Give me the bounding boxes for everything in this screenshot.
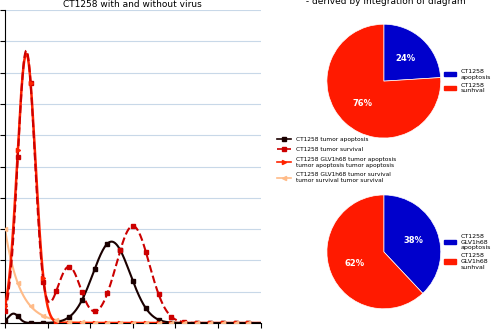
Legend: CT1258
GLV1h68
apoptosis, CT1258
GLV1h68
sunhval: CT1258 GLV1h68 apoptosis, CT1258 GLV1h68… [441, 231, 494, 272]
Wedge shape [384, 195, 440, 293]
Legend: CT1258
apoptosis, CT1258
sunhval: CT1258 apoptosis, CT1258 sunhval [441, 66, 494, 96]
Wedge shape [384, 24, 440, 81]
Text: 76%: 76% [352, 100, 372, 109]
Wedge shape [327, 195, 423, 309]
Text: 38%: 38% [403, 236, 423, 245]
Text: 62%: 62% [344, 259, 365, 268]
Text: 24%: 24% [395, 54, 415, 63]
Title: CT1258 with and without virus: CT1258 with and without virus [64, 0, 202, 9]
Wedge shape [327, 24, 440, 138]
Legend: CT1258 tumor apoptosis, CT1258 tumor survival, CT1258 GLV1h68 tumor apoptosis
tu: CT1258 tumor apoptosis, CT1258 tumor sur… [274, 135, 398, 185]
Title: Relation tumor survival vs. apoptosis
 - derived by integration of diagram: Relation tumor survival vs. apoptosis - … [300, 0, 468, 6]
